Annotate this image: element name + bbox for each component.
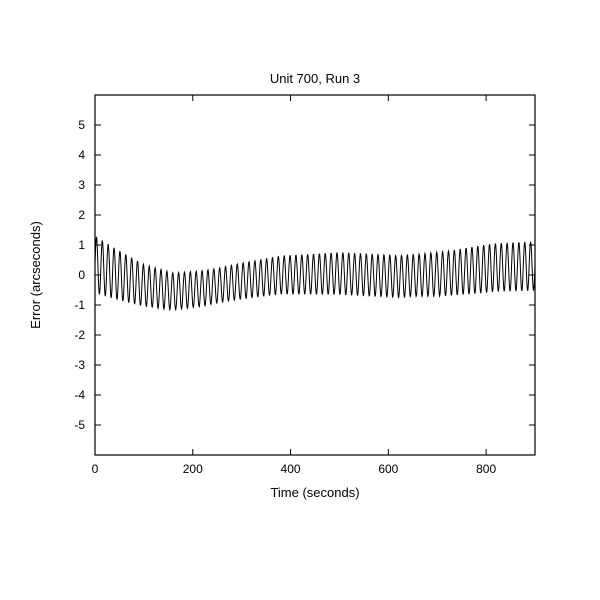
y-tick-label: 3 xyxy=(78,178,85,192)
y-tick-label: 1 xyxy=(78,238,85,252)
y-tick-label: -1 xyxy=(74,298,85,312)
y-tick-label: 0 xyxy=(78,268,85,282)
chart-container: Unit 700, Run 3 Time (seconds) Error (ar… xyxy=(0,0,600,600)
y-tick-label: -5 xyxy=(74,418,85,432)
y-tick-label: 2 xyxy=(78,208,85,222)
x-tick-label: 200 xyxy=(183,462,203,476)
x-tick-label: 400 xyxy=(281,462,301,476)
x-tick-label: 600 xyxy=(378,462,398,476)
y-axis-label: Error (arcseconds) xyxy=(28,221,43,329)
x-tick-label: 0 xyxy=(92,462,99,476)
y-tick-label: 4 xyxy=(78,148,85,162)
y-tick-label: -2 xyxy=(74,328,85,342)
y-tick-label: 5 xyxy=(78,118,85,132)
x-axis-label: Time (seconds) xyxy=(270,485,359,500)
y-tick-label: -4 xyxy=(74,388,85,402)
chart-title: Unit 700, Run 3 xyxy=(270,71,360,86)
y-tick-label: -3 xyxy=(74,358,85,372)
x-tick-label: 800 xyxy=(476,462,496,476)
chart-svg: Unit 700, Run 3 Time (seconds) Error (ar… xyxy=(0,0,600,600)
